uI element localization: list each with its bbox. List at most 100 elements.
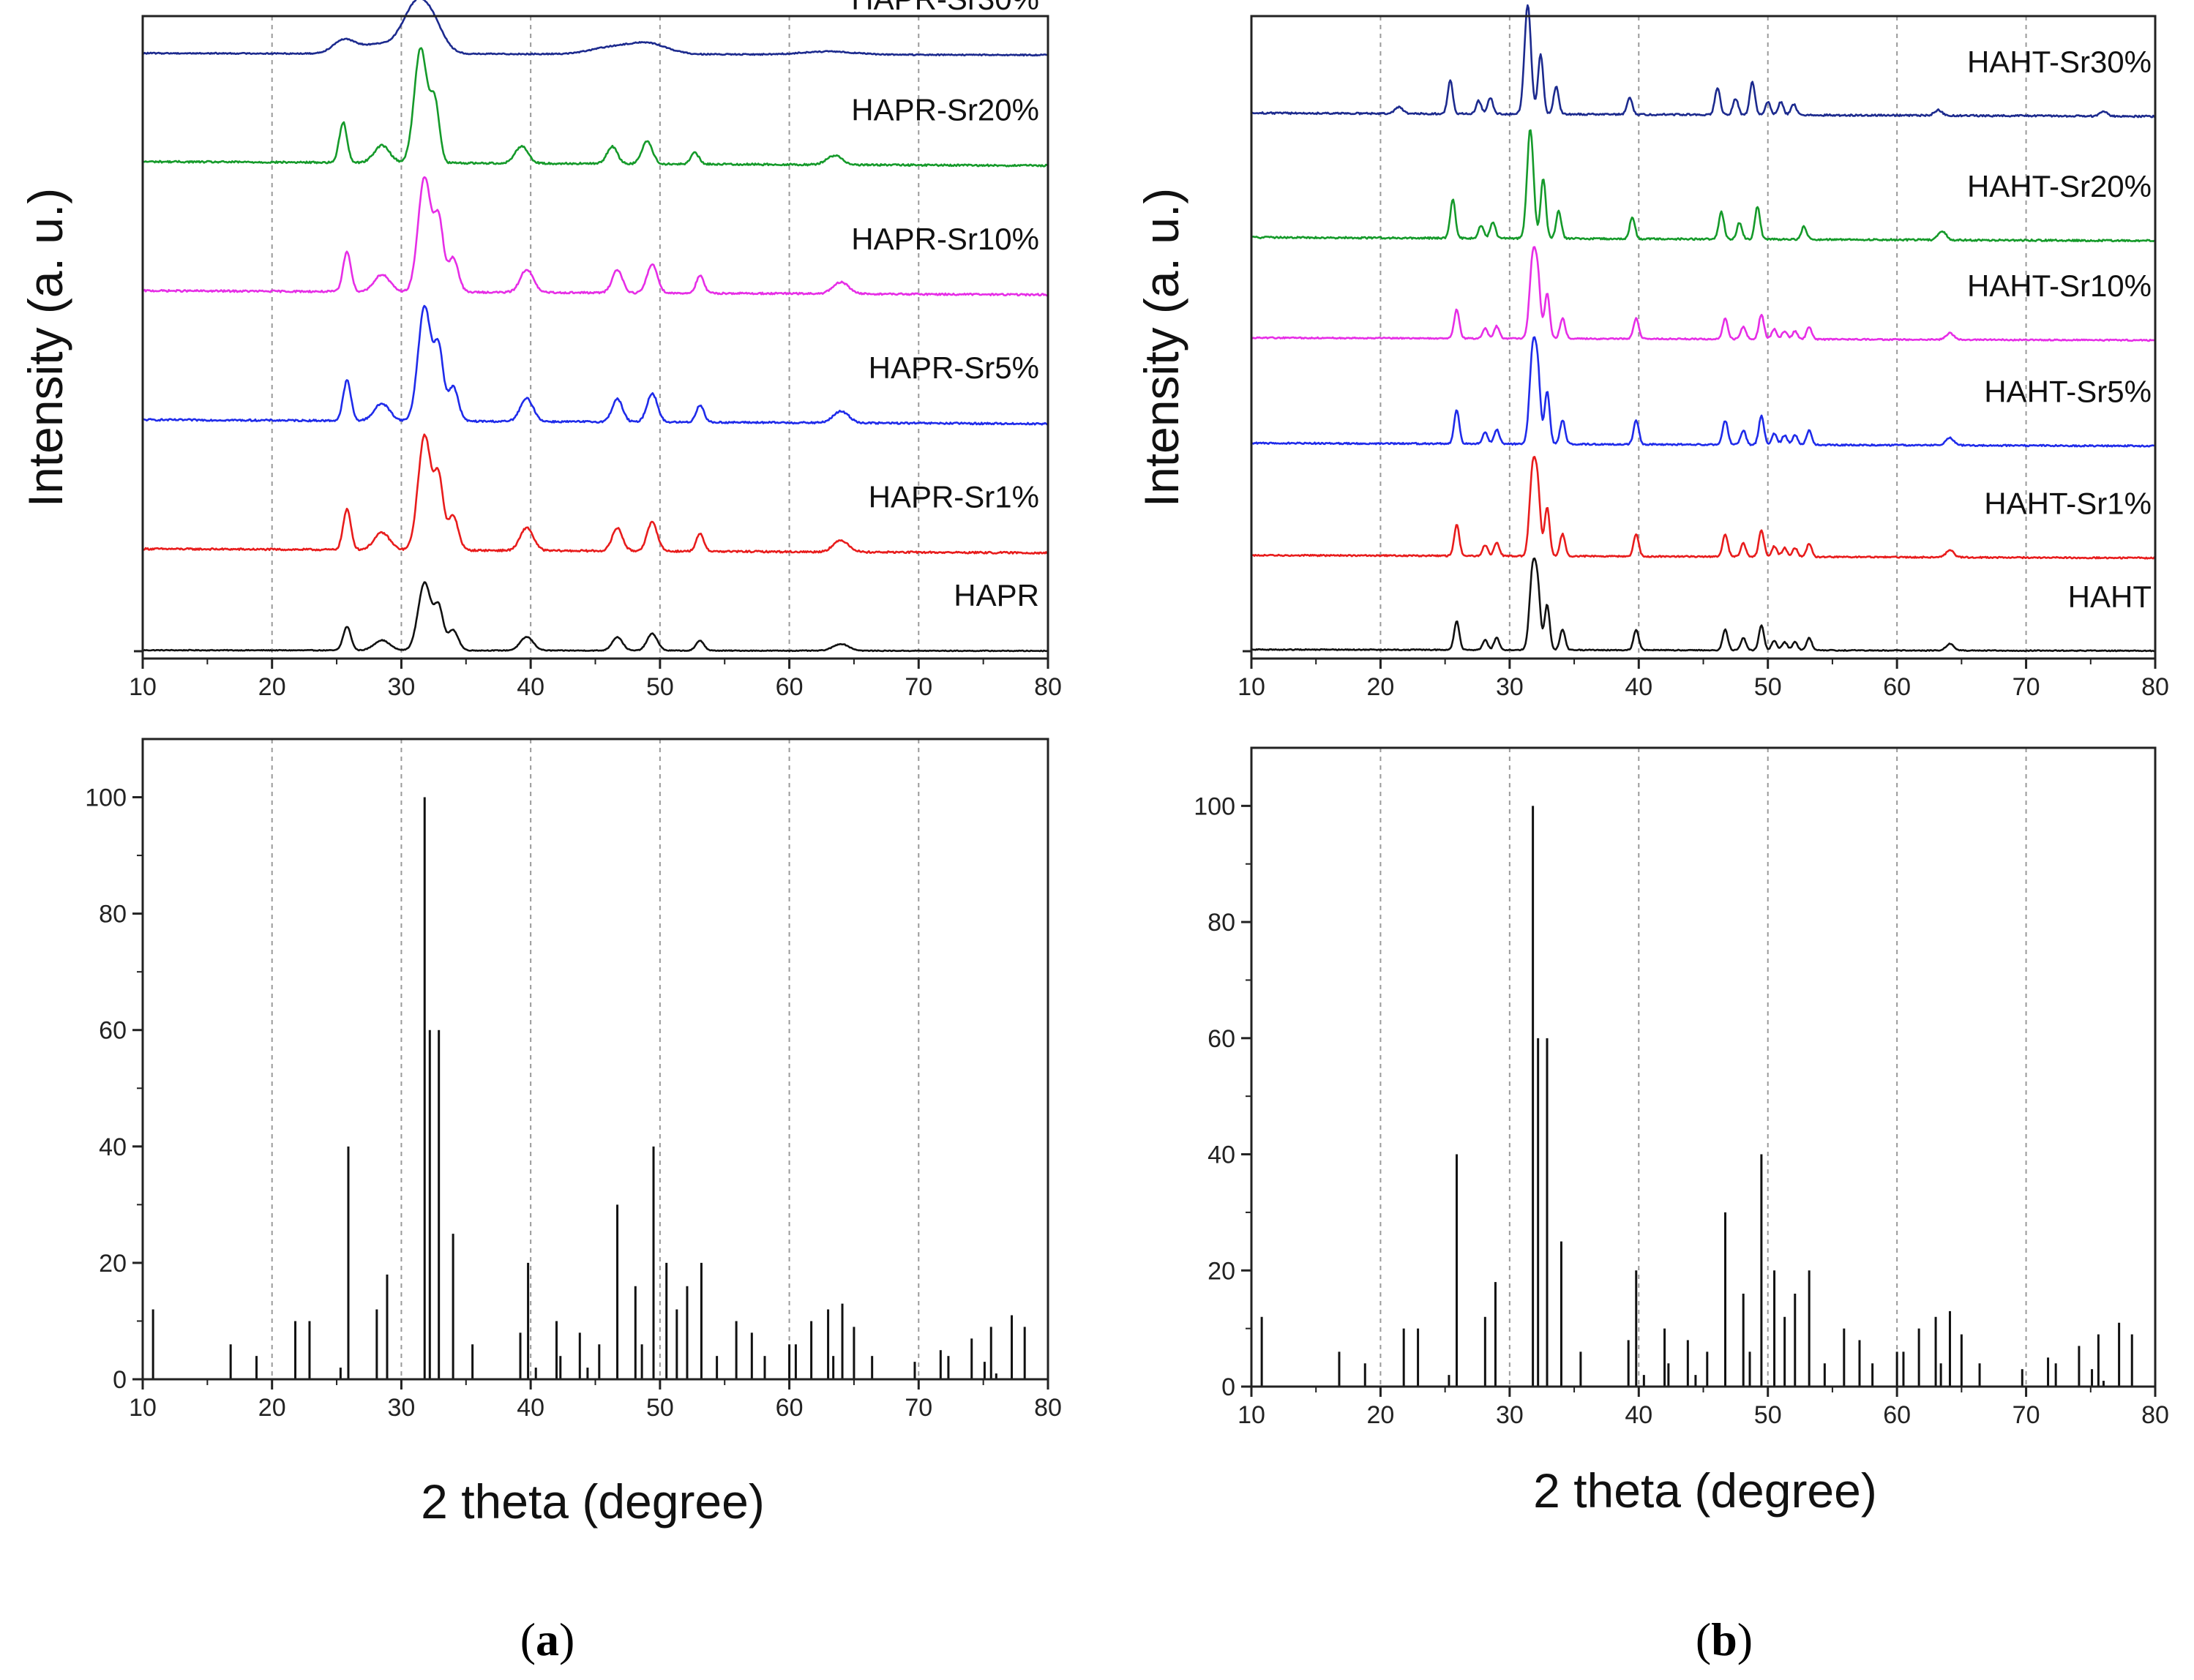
x-tick-label: 10 — [1238, 1401, 1265, 1429]
axes: 10 20 30 40 50 60 70 80 0 20 40 60 80 100 — [85, 738, 1062, 1422]
panel-b-bottom: 10 20 30 40 50 60 70 80 0 20 40 60 80 100 2 theta (de… — [1194, 746, 2169, 1518]
panel-label-b: (b) — [1696, 1613, 1753, 1665]
y-axis-label: Intensity (a. u.) — [18, 188, 72, 508]
x-tick-label: 60 — [1883, 673, 1911, 701]
series-line-HAHT-Sr10% — [1251, 246, 2156, 342]
series-label: HAHT-Sr1% — [1984, 487, 2152, 521]
x-tick-label: 30 — [388, 1394, 416, 1422]
y-tick-label: 80 — [99, 901, 127, 929]
axes: 10 20 30 40 50 60 70 80 — [129, 15, 1062, 701]
x-tick-label: 10 — [129, 673, 157, 701]
x-axis-label: 2 theta (degree) — [1533, 1463, 1877, 1518]
y-tick-label: 100 — [1194, 792, 1235, 820]
x-tick-label: 30 — [1496, 673, 1524, 701]
series-label: HAHT-Sr10% — [1967, 269, 2152, 303]
series-line-HAHT — [1251, 557, 2156, 653]
x-tick-label: 10 — [129, 1394, 157, 1422]
series-layer — [1251, 4, 2156, 653]
x-tick-label: 10 — [1238, 673, 1265, 701]
series-label: HAPR — [954, 578, 1039, 612]
x-tick-label: 50 — [1754, 673, 1782, 701]
panel-label-a-letter: a — [536, 1613, 559, 1665]
x-tick-label: 80 — [2141, 1401, 2169, 1429]
x-tick-label: 70 — [2013, 673, 2040, 701]
grid — [271, 739, 920, 1379]
x-tick-label: 20 — [258, 1394, 286, 1422]
y-tick-label: 20 — [1208, 1257, 1235, 1285]
panel-a-bottom: 10 20 30 40 50 60 70 80 0 20 40 60 80 100 2 theta (de… — [85, 738, 1062, 1529]
x-tick-label: 80 — [2141, 673, 2169, 701]
series-labels: HAHT HAHT-Sr1% HAHT-Sr5% HAHT-Sr10% HAHT-Sr2… — [1967, 45, 2152, 614]
series-label: HAPR-Sr5% — [869, 350, 1039, 385]
series-line-HAPR-Sr20% — [142, 47, 1049, 168]
x-tick-label: 30 — [388, 673, 416, 701]
y-tick-label: 60 — [99, 1017, 127, 1045]
series-line-HAPR-Sr30% — [142, 0, 1049, 57]
grid — [1379, 16, 2027, 659]
x-tick-label: 60 — [776, 1394, 804, 1422]
panel-label-a-open: ( — [520, 1613, 536, 1665]
x-tick-label: 20 — [1367, 673, 1395, 701]
series-line-HAPR-Sr1% — [141, 433, 1049, 555]
x-tick-label: 30 — [1496, 1401, 1524, 1429]
x-tick-label: 40 — [517, 1394, 544, 1422]
x-tick-label: 20 — [1367, 1401, 1395, 1429]
series-label: HAPR-Sr1% — [869, 480, 1039, 514]
series-line-HAPR-Sr5% — [142, 304, 1049, 426]
sticks-layer — [1260, 806, 2133, 1387]
y-tick-label: 0 — [1221, 1373, 1235, 1401]
plot-frame — [1250, 746, 2157, 1388]
panel-label-b-close: ) — [1737, 1613, 1753, 1665]
series-line-HAHT-Sr20% — [1251, 129, 2156, 243]
x-tick-label: 20 — [258, 673, 286, 701]
series-line-HAHT-Sr30% — [1251, 4, 2156, 119]
x-tick-label: 50 — [1754, 1401, 1782, 1429]
x-tick-label: 40 — [1625, 1401, 1652, 1429]
series-labels: HAPR HAPR-Sr1% HAPR-Sr5% HAPR-Sr10% HAPR-Sr2… — [851, 0, 1039, 612]
series-label: HAPR-Sr30% — [851, 0, 1039, 16]
x-tick-label: 70 — [905, 673, 932, 701]
x-axis-label: 2 theta (degree) — [421, 1474, 765, 1529]
panel-label-b-open: ( — [1696, 1613, 1711, 1665]
series-line-HAPR-Sr10% — [142, 176, 1049, 297]
y-tick-label: 100 — [85, 784, 127, 812]
series-layer — [141, 0, 1049, 653]
x-tick-label: 40 — [1625, 673, 1652, 701]
grid — [1379, 748, 2027, 1387]
grid — [271, 16, 920, 659]
series-label: HAHT — [2068, 580, 2152, 614]
panel-a-top: 10 20 30 40 50 60 70 80 HAPRHAPR-Sr1%HAPR-Sr5%H… — [18, 0, 1062, 701]
series-label: HAHT-Sr30% — [1967, 45, 2152, 79]
y-tick-label: 80 — [1208, 909, 1235, 937]
x-tick-label: 60 — [776, 673, 804, 701]
y-tick-label: 40 — [1208, 1141, 1235, 1169]
x-tick-label: 60 — [1883, 1401, 1911, 1429]
x-tick-label: 50 — [646, 1394, 674, 1422]
x-tick-label: 40 — [517, 673, 544, 701]
x-tick-label: 80 — [1034, 1394, 1062, 1422]
panel-label-a-close: ) — [559, 1613, 574, 1665]
series-label: HAHT-Sr5% — [1984, 375, 2152, 409]
panel-label-a: (a) — [520, 1613, 575, 1665]
plot-frame — [141, 738, 1049, 1381]
series-line-HAPR — [142, 581, 1049, 653]
panel-b-top: 10 20 30 40 50 60 70 80 HAHTHAHT-Sr1%HAHT-Sr5%H… — [1134, 4, 2169, 701]
series-label: HAPR-Sr20% — [851, 92, 1039, 127]
series-label: HAHT-Sr20% — [1967, 169, 2152, 203]
axes: 10 20 30 40 50 60 70 80 0 20 40 60 80 100 — [1194, 746, 2169, 1429]
x-tick-label: 70 — [905, 1394, 932, 1422]
y-tick-label: 20 — [99, 1250, 127, 1278]
x-tick-label: 80 — [1034, 673, 1062, 701]
series-line-HAHT-Sr1% — [1251, 456, 2156, 560]
y-tick-label: 40 — [99, 1133, 127, 1161]
panel-label-b-letter: b — [1711, 1613, 1737, 1665]
y-axis-label: Intensity (a. u.) — [1134, 188, 1188, 508]
sticks-layer — [151, 797, 1026, 1379]
x-tick-label: 70 — [2013, 1401, 2040, 1429]
axes: 10 20 30 40 50 60 70 80 — [1238, 15, 2169, 701]
y-tick-label: 60 — [1208, 1025, 1235, 1053]
series-line-HAHT-Sr5% — [1251, 336, 2156, 448]
series-label: HAPR-Sr10% — [851, 222, 1039, 256]
x-tick-label: 50 — [646, 673, 674, 701]
